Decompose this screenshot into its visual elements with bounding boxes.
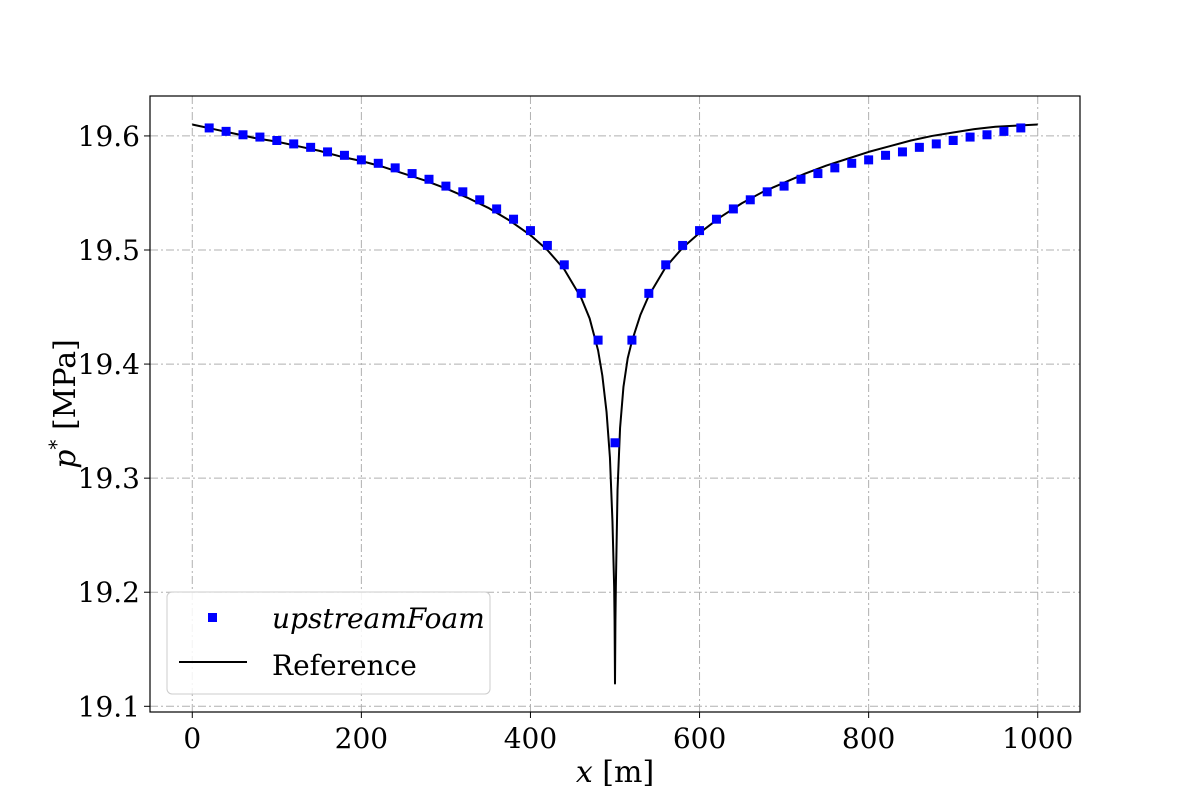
- upstreamfoam-point: [576, 288, 586, 298]
- x-tick-label: 0: [183, 722, 201, 755]
- upstreamfoam-point: [728, 204, 738, 214]
- upstreamfoam-point: [475, 195, 485, 205]
- x-tick-label: 200: [335, 722, 388, 755]
- y-tick-label: 19.6: [78, 120, 140, 153]
- upstreamfoam-point: [678, 240, 688, 250]
- upstreamfoam-point: [745, 195, 755, 205]
- upstreamfoam-point: [864, 155, 874, 165]
- legend-box: [166, 591, 491, 695]
- upstreamfoam-point: [272, 135, 282, 145]
- upstreamfoam-point: [762, 187, 772, 197]
- plot-area-frame: [149, 95, 1081, 713]
- upstreamfoam-point: [796, 174, 806, 184]
- upstreamfoam-point: [695, 226, 705, 236]
- upstreamfoam-point: [390, 163, 400, 173]
- x-tick-label: 800: [842, 722, 895, 755]
- upstreamfoam-point: [999, 126, 1009, 136]
- legend-label-upstreamfoam: upstreamFoam: [272, 602, 485, 635]
- upstreamfoam-point: [1016, 123, 1026, 133]
- upstreamfoam-point: [238, 130, 248, 140]
- y-tick-label: 19.4: [78, 348, 140, 381]
- x-tick-label: 400: [504, 722, 557, 755]
- upstreamfoam-point: [441, 181, 451, 191]
- upstreamfoam-point: [881, 150, 891, 160]
- upstreamfoam-point: [813, 169, 823, 179]
- y-tick-label: 19.3: [78, 462, 140, 495]
- upstreamfoam-series: [204, 123, 1026, 448]
- reference-line: [192, 123, 1038, 685]
- upstreamfoam-point: [610, 438, 620, 448]
- y-axis-ticks: 19.1 19.2 19.3 19.4 19.5 19.6: [78, 120, 150, 723]
- upstreamfoam-point: [965, 132, 975, 142]
- upstreamfoam-point: [847, 158, 857, 168]
- upstreamfoam-point: [306, 142, 316, 152]
- upstreamfoam-point: [373, 158, 383, 168]
- legend: upstreamFoam Reference: [166, 591, 491, 695]
- upstreamfoam-point: [204, 123, 214, 133]
- upstreamfoam-point: [914, 142, 924, 152]
- upstreamfoam-point: [221, 126, 231, 136]
- y-axis-label: p* [MPa]: [44, 339, 83, 469]
- upstreamfoam-point: [509, 214, 519, 224]
- upstreamfoam-point: [492, 204, 502, 214]
- upstreamfoam-point: [542, 240, 552, 250]
- upstreamfoam-point: [525, 226, 535, 236]
- y-tick-label: 19.2: [78, 576, 140, 609]
- upstreamfoam-point: [644, 288, 654, 298]
- upstreamfoam-point: [559, 260, 569, 270]
- upstreamfoam-point: [339, 150, 349, 160]
- upstreamfoam-point: [982, 130, 992, 140]
- upstreamfoam-point: [779, 181, 789, 191]
- upstreamfoam-point: [711, 214, 721, 224]
- y-tick-label: 19.5: [78, 234, 140, 267]
- legend-label-reference: Reference: [272, 649, 417, 682]
- y-tick-label: 19.1: [78, 690, 140, 723]
- upstreamfoam-point: [424, 174, 434, 184]
- upstreamfoam-point: [661, 260, 671, 270]
- x-axis-label: x [m]: [576, 755, 654, 790]
- x-axis-ticks: 0 200 400 600 800 1000: [183, 712, 1073, 755]
- grid: [150, 96, 1080, 712]
- upstreamfoam-point: [356, 155, 366, 165]
- reference-series: [192, 123, 1038, 685]
- upstreamfoam-point: [255, 132, 265, 142]
- legend-marker-upstreamfoam: [208, 613, 217, 622]
- upstreamfoam-point: [897, 147, 907, 157]
- upstreamfoam-point: [931, 139, 941, 149]
- upstreamfoam-point: [323, 147, 333, 157]
- x-tick-label: 600: [673, 722, 726, 755]
- upstreamfoam-point: [627, 335, 637, 345]
- upstreamfoam-point: [289, 139, 299, 149]
- upstreamfoam-point: [458, 187, 468, 197]
- upstreamfoam-point: [593, 335, 603, 345]
- upstreamfoam-point: [830, 163, 840, 173]
- x-tick-label: 1000: [1002, 722, 1073, 755]
- upstreamfoam-point: [948, 135, 958, 145]
- upstreamfoam-point: [407, 169, 417, 179]
